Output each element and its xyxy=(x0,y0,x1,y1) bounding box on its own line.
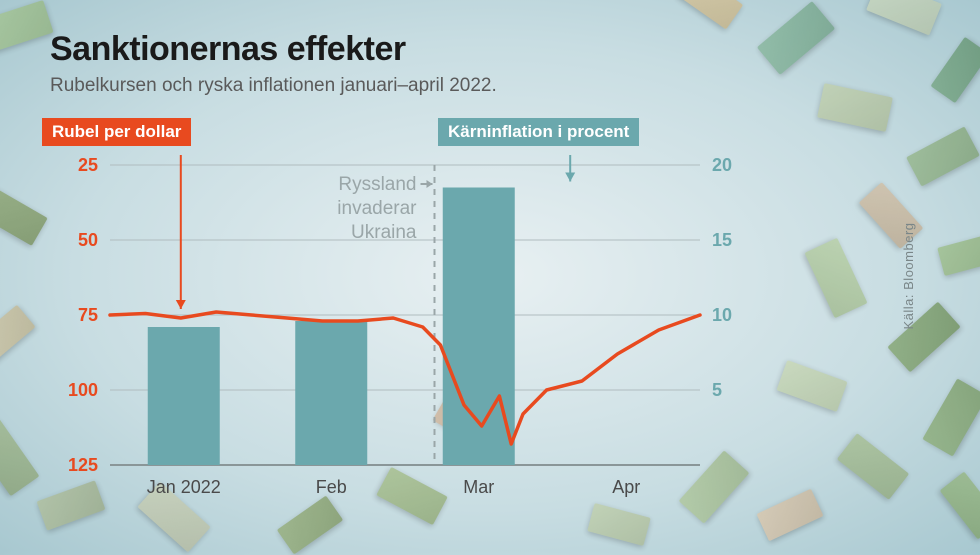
banknote-decoration xyxy=(757,1,835,75)
svg-text:50: 50 xyxy=(78,230,98,250)
banknote-decoration xyxy=(940,472,980,540)
series2-badge: Kärninflation i procent xyxy=(438,118,639,146)
annotation-text: Ukraina xyxy=(351,222,417,243)
banknote-decoration xyxy=(0,419,39,496)
banknote-decoration xyxy=(756,489,823,542)
chart-title: Sanktionernas effekter xyxy=(50,30,750,69)
svg-text:75: 75 xyxy=(78,305,98,325)
banknote-decoration xyxy=(817,83,893,132)
banknote-decoration xyxy=(277,496,343,555)
svg-text:20: 20 xyxy=(712,155,732,175)
banknote-decoration xyxy=(866,0,942,35)
banknote-decoration xyxy=(677,0,743,29)
banknote-decoration xyxy=(837,433,909,500)
banknote-decoration xyxy=(887,302,960,373)
banknote-decoration xyxy=(906,126,980,186)
banknote-decoration xyxy=(0,305,36,364)
banknote-decoration xyxy=(0,0,54,54)
inflation-bar xyxy=(148,327,220,465)
svg-text:25: 25 xyxy=(78,155,98,175)
banknote-decoration xyxy=(804,238,867,318)
inflation-bar xyxy=(295,321,367,465)
svg-text:100: 100 xyxy=(68,380,98,400)
svg-text:5: 5 xyxy=(712,380,722,400)
banknote-decoration xyxy=(922,378,980,456)
svg-text:Mar: Mar xyxy=(463,477,494,497)
svg-text:Apr: Apr xyxy=(612,477,640,497)
chart-subtitle: Rubelkursen och ryska inflationen januar… xyxy=(50,75,750,97)
banknote-decoration xyxy=(587,503,651,546)
svg-text:Feb: Feb xyxy=(316,477,347,497)
svg-text:Jan 2022: Jan 2022 xyxy=(147,477,221,497)
banknote-decoration xyxy=(931,37,980,103)
svg-text:10: 10 xyxy=(712,305,732,325)
svg-text:15: 15 xyxy=(712,230,732,250)
series1-badge: Rubel per dollar xyxy=(42,118,191,146)
annotation-text: Ryssland xyxy=(338,174,416,195)
chart-area: 25 50 75 100 125 20 15 10 5 Jan 2022 Feb Mar Apr Ryss… xyxy=(50,155,750,500)
svg-text:125: 125 xyxy=(68,455,98,475)
annotation-text: invaderar xyxy=(337,198,417,219)
banknote-decoration xyxy=(0,186,48,246)
banknote-decoration xyxy=(937,233,980,276)
banknote-decoration xyxy=(776,360,847,412)
source-credit: Källa: Bloomberg xyxy=(901,222,916,329)
